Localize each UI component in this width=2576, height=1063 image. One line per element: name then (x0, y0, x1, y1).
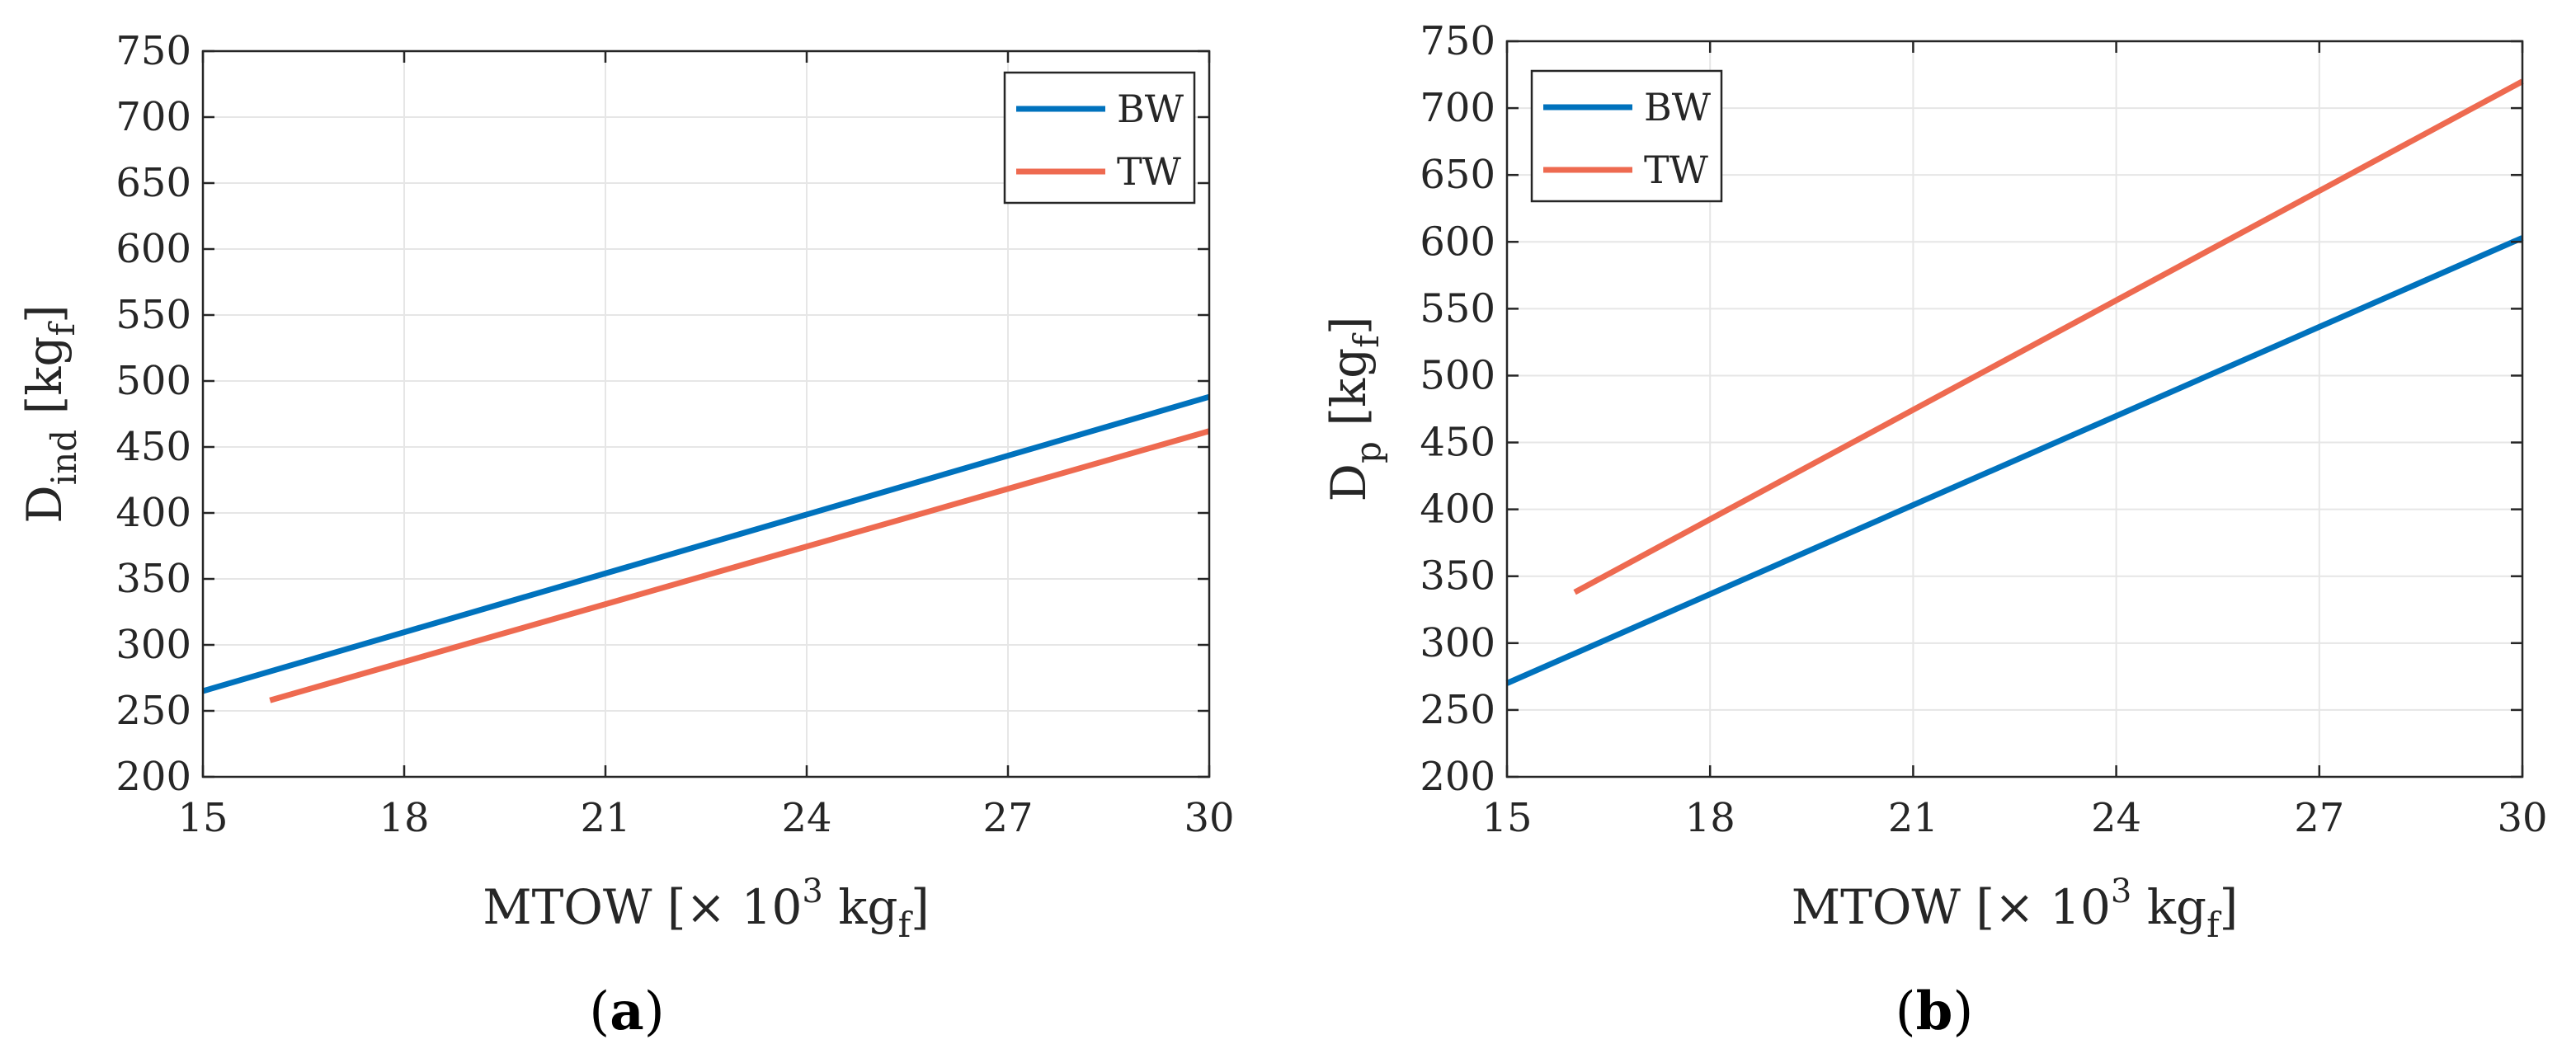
y-axis-label: Dp [kgf] (1321, 317, 1388, 502)
legend-label-bw: BW (1117, 87, 1184, 131)
chart-panel-b: 15 18 21 24 27 30 200 250 300 350 400 450 500 550 600 6… (1321, 18, 2548, 1042)
y-tick-label: 450 (115, 424, 191, 470)
y-tick-label: 550 (115, 292, 191, 338)
legend-label-tw: TW (1117, 149, 1182, 194)
y-tick-label: 400 (115, 490, 191, 536)
y-tick-label: 500 (115, 358, 191, 404)
y-tick-label: 600 (115, 226, 191, 272)
x-tick-label: 21 (580, 795, 630, 841)
panel-label: (a) (589, 981, 664, 1042)
y-tick-label: 550 (1420, 285, 1495, 332)
x-tick-label: 24 (2091, 795, 2141, 841)
legend-label-tw: TW (1644, 148, 1709, 192)
series-line-tw (269, 428, 1210, 703)
y-tick-label: 200 (115, 754, 191, 800)
y-tick-label: 750 (1420, 18, 1495, 64)
x-tick-label: 21 (1888, 795, 1938, 841)
y-tick-label: 450 (1420, 420, 1495, 466)
y-tick-label: 350 (115, 556, 191, 602)
legend-box (1003, 71, 1196, 205)
series-line-bw (1505, 235, 2524, 686)
x-tick-label: 18 (1685, 795, 1735, 841)
x-tick-label: 30 (2497, 795, 2547, 841)
y-tick-label: 250 (1420, 687, 1495, 733)
y-tick-label: 250 (115, 688, 191, 734)
x-axis-label: MTOW [× 103 kgf] (1792, 873, 2239, 945)
y-tick-label: 400 (1420, 487, 1495, 533)
panel-label: (b) (1896, 981, 1974, 1042)
plot-frame (201, 49, 1211, 778)
x-tick-label: 27 (2294, 795, 2344, 841)
y-tick-label: 200 (1420, 754, 1495, 800)
y-tick-label: 750 (115, 28, 191, 74)
series-line-tw (1573, 78, 2524, 595)
x-axis-label: MTOW [× 103 kgf] (483, 873, 930, 945)
x-tick-label: 18 (379, 795, 429, 841)
series-line-bw (202, 393, 1210, 694)
y-tick-label: 650 (115, 160, 191, 206)
legend-box (1530, 69, 1723, 203)
y-tick-label: 350 (1420, 553, 1495, 600)
plot-frame (1505, 40, 2524, 778)
y-tick-label: 700 (115, 94, 191, 140)
x-tick-label: 27 (982, 795, 1033, 841)
y-tick-label: 600 (1420, 219, 1495, 265)
legend-label-bw: BW (1644, 85, 1712, 129)
x-tick-label: 15 (1481, 795, 1532, 841)
y-tick-label: 300 (1420, 620, 1495, 666)
y-tick-label: 300 (115, 622, 191, 668)
y-axis-label: Dind [kgf] (16, 304, 84, 523)
legend: BW TW (1530, 69, 1723, 203)
x-tick-label: 30 (1184, 795, 1234, 841)
chart-panel-a: 15 18 21 24 27 30 200 250 300 350 400 450 500 550 600 6… (16, 28, 1235, 1042)
x-tick-label: 24 (781, 795, 831, 841)
y-tick-label: 500 (1420, 352, 1495, 398)
y-tick-label: 700 (1420, 85, 1495, 131)
legend: BW TW (1003, 71, 1196, 205)
y-tick-label: 650 (1420, 152, 1495, 198)
x-tick-label: 15 (177, 795, 228, 841)
